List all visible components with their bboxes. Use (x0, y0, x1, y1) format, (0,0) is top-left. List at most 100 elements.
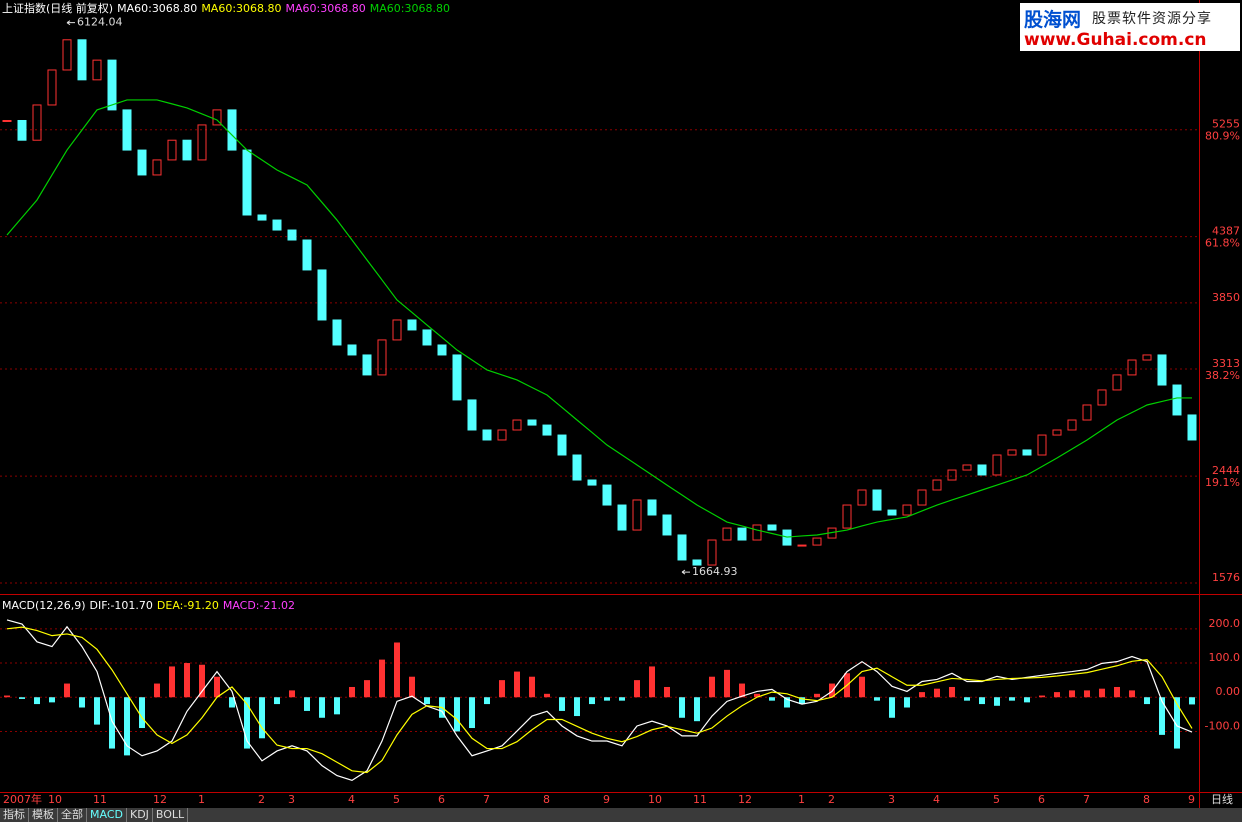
logo-slogan: 股票软件资源分享 (1092, 11, 1212, 27)
macd-bar (109, 697, 115, 749)
candle (587, 479, 597, 486)
candle (1157, 354, 1167, 386)
logo-name: 股海网 (1024, 9, 1082, 31)
macd-bar (469, 697, 475, 729)
candle (377, 339, 387, 376)
legend-label: MA60:3068.80 (117, 2, 197, 15)
candle (392, 319, 402, 341)
candle (242, 149, 252, 216)
legend-label: MACD:-21.02 (223, 599, 295, 612)
macd-bar (199, 664, 205, 698)
macd-bar (769, 697, 775, 701)
candle (977, 464, 987, 476)
y-tick-label: 4387 (1212, 225, 1240, 238)
x-tick-label: 8 (543, 793, 550, 806)
tab[interactable]: 模板 (29, 808, 58, 822)
candle (707, 539, 717, 566)
x-tick-label: 5 (393, 793, 400, 806)
tab[interactable]: 指标 (0, 808, 29, 822)
macd-bar (589, 697, 595, 705)
x-tick-label: 7 (1083, 793, 1090, 806)
candle (512, 419, 522, 431)
candle (1007, 449, 1017, 456)
candle (62, 39, 72, 71)
macd-bar (454, 697, 460, 732)
annotation-arrow (66, 20, 75, 26)
candle (1142, 354, 1152, 361)
candle (992, 454, 1002, 476)
macd-bar (319, 697, 325, 718)
macd-bar (904, 697, 910, 708)
x-tick-label: 2007年 (3, 792, 42, 806)
candle (1172, 384, 1182, 416)
macd-bar (19, 697, 25, 699)
x-tick-label: 4 (348, 793, 355, 806)
tab[interactable]: BOLL (153, 808, 189, 822)
x-tick-label: 11 (693, 793, 707, 806)
candle (317, 269, 327, 321)
candle (572, 454, 582, 481)
fib-label: 80.9% (1205, 130, 1240, 143)
candle (887, 509, 897, 516)
x-tick-label: 12 (153, 793, 167, 806)
macd-bar (34, 697, 40, 705)
macd-bar (424, 697, 430, 705)
tab[interactable]: MACD (87, 808, 127, 822)
macd-bar (1174, 697, 1180, 749)
y-tick-label: 1576 (1212, 571, 1240, 584)
macd-bar (259, 697, 265, 739)
candle (617, 504, 627, 531)
y-tick-label: 5255 (1212, 118, 1240, 131)
candle (167, 139, 177, 161)
candle (1187, 414, 1197, 441)
x-tick-label: 5 (993, 793, 1000, 806)
candle (227, 109, 237, 151)
candle (1112, 374, 1122, 391)
y-tick-label: 100.0 (1209, 651, 1241, 664)
candle (752, 524, 762, 541)
macd-bar (889, 697, 895, 718)
candle (812, 537, 822, 546)
macd-bar (274, 697, 280, 705)
macd-bar (799, 697, 805, 705)
macd-bar (514, 671, 520, 698)
macd-bar (754, 693, 760, 698)
tab[interactable]: 全部 (58, 808, 87, 822)
candle (902, 504, 912, 516)
tab[interactable]: KDJ (127, 808, 153, 822)
macd-bar (724, 669, 730, 698)
candle (107, 59, 117, 111)
macd-bar (79, 697, 85, 708)
candle (92, 59, 102, 81)
candle (122, 109, 132, 151)
macd-bar (574, 697, 580, 717)
candle (407, 319, 417, 331)
candle (1067, 419, 1077, 431)
x-tick-label: 9 (1188, 793, 1195, 806)
candle (302, 239, 312, 271)
macd-bar (874, 697, 880, 701)
legend-label: MA60:3068.80 (201, 2, 281, 15)
candle (452, 354, 462, 401)
candle (842, 504, 852, 529)
macd-bar (139, 697, 145, 729)
macd-bar (829, 683, 835, 698)
candle (632, 499, 642, 531)
legend-label: DEA:-91.20 (157, 599, 219, 612)
candle (737, 527, 747, 541)
macd-bar (994, 697, 1000, 706)
candle (482, 429, 492, 441)
x-tick-label: 12 (738, 793, 752, 806)
candle (557, 434, 567, 456)
legend-label: DIF:-101.70 (90, 599, 153, 612)
macd-bar (934, 688, 940, 698)
macd-bar (709, 676, 715, 698)
macd-bar (1054, 692, 1060, 698)
candle (197, 124, 207, 161)
x-tick-label: 3 (888, 793, 895, 806)
candle (1022, 449, 1032, 456)
macd-bar (814, 693, 820, 698)
macd-bar (979, 697, 985, 705)
macd-bar (169, 666, 175, 698)
candle (872, 489, 882, 511)
